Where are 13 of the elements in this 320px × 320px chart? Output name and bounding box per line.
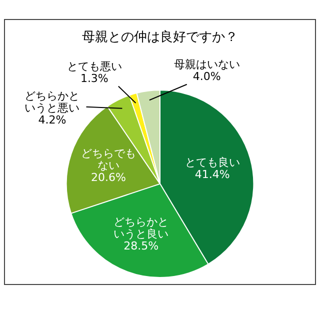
- slice-label: とても良い: [184, 156, 240, 170]
- slice-label: どちらかというと悪い: [24, 90, 80, 115]
- slice-label: とても悪い: [66, 60, 122, 74]
- data-label: 20.6%: [91, 171, 126, 184]
- slice-label: どちらでもない: [81, 147, 136, 172]
- chart-title: 母親との仲は良好ですか？: [82, 30, 238, 46]
- data-label: 28.5%: [124, 240, 159, 253]
- data-label: 41.4%: [194, 168, 230, 182]
- data-label: 4.0%: [192, 70, 221, 84]
- data-label: 1.3%: [80, 72, 108, 86]
- slice-label: どちらかというと良い: [114, 216, 169, 241]
- slice-label: 母親はいない: [174, 58, 240, 72]
- data-label: 4.2%: [38, 114, 66, 127]
